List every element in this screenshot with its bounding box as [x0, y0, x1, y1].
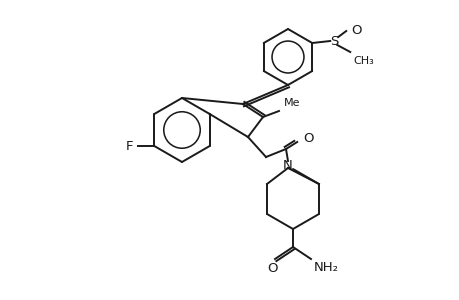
- Text: O: O: [351, 23, 361, 37]
- Text: CH₃: CH₃: [353, 56, 373, 66]
- Text: S: S: [330, 34, 338, 47]
- Text: NH₂: NH₂: [313, 261, 338, 274]
- Text: O: O: [267, 262, 278, 275]
- Text: Me: Me: [283, 98, 300, 108]
- Text: N: N: [282, 158, 292, 172]
- Text: O: O: [302, 131, 313, 145]
- Text: F: F: [125, 140, 133, 152]
